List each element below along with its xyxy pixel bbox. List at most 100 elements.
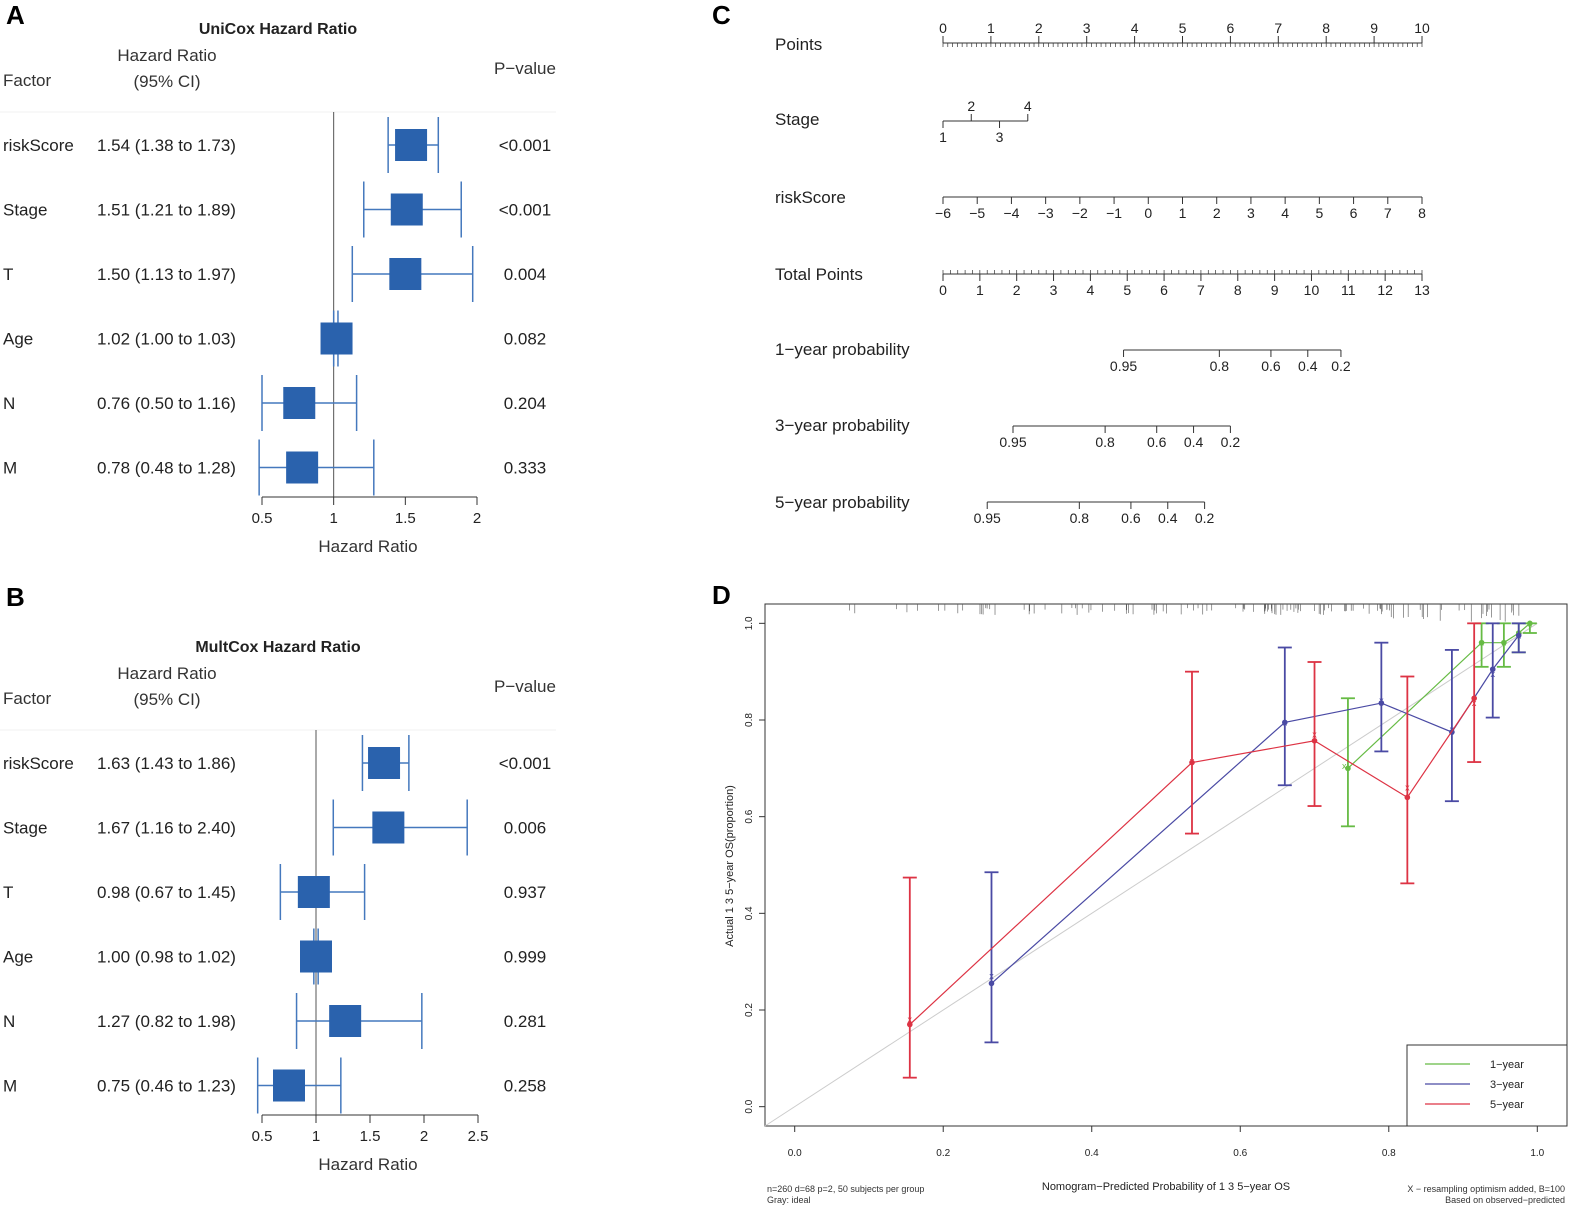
ideal-line (764, 622, 1538, 1127)
forest-plot-unicox: UniCox Hazard Ratio Hazard Ratio (95% CI… (0, 21, 556, 556)
legend-label-1-year: 1−year (1490, 1059, 1524, 1071)
column-header-factor: Factor (3, 71, 52, 90)
forest-row: N 0.76 (0.50 to 1.16) 0.204 (3, 375, 546, 431)
plot-frame (764, 603, 1568, 1127)
x-tick-label: 0.6 (1233, 1148, 1247, 1159)
nomogram-row-label: 1−year probability (775, 340, 910, 359)
x-axis-label: Nomogram−Predicted Probability of 1 3 5−… (1042, 1181, 1290, 1193)
corrected-point-x: x (1450, 725, 1455, 735)
p-value-label: 0.204 (504, 394, 547, 413)
p-value-label: 0.937 (504, 883, 547, 902)
tick-label: 0.2 (1195, 510, 1215, 526)
tick-label: 5 (1315, 205, 1323, 221)
note-gray-ideal: Gray: ideal (767, 1195, 811, 1205)
x-tick-label: 1.5 (360, 1128, 381, 1145)
tick-label: 0.4 (1158, 510, 1178, 526)
tick-label: 0.2 (1221, 434, 1241, 450)
tick-label: 6 (1350, 205, 1358, 221)
p-value-label: 0.082 (504, 330, 547, 349)
hr-point-box (286, 451, 319, 484)
corrected-point-x: x (1490, 669, 1495, 679)
observed-point (1489, 666, 1496, 673)
hr-point-box (389, 258, 422, 290)
hr-point-box (273, 1069, 305, 1102)
x-tick-label: 1 (312, 1128, 320, 1145)
hr-point-box (297, 876, 330, 908)
x-tick-label: 2 (420, 1128, 428, 1145)
tick-label: 0.95 (1110, 358, 1137, 374)
column-header-ci: (95% CI) (133, 690, 200, 709)
column-header-hr: Hazard Ratio (117, 664, 216, 683)
tick-label: 6 (1160, 282, 1168, 298)
x-tick-label: 0.4 (1085, 1148, 1099, 1159)
tick-label: 0.2 (1331, 358, 1351, 374)
tick-label: 2 (1035, 20, 1043, 36)
tick-label: 13 (1414, 282, 1430, 298)
corrected-point-x: x (1472, 698, 1477, 708)
tick-label: 7 (1197, 282, 1205, 298)
observed-point (1478, 639, 1485, 646)
hr-ci-label: 1.51 (1.21 to 1.89) (97, 201, 236, 220)
factor-label: Age (3, 330, 33, 349)
y-axis-label: Actual 1 3 5−year OS(proportion) (724, 785, 736, 947)
calibration-plot: xxxxxxxxxxxxxxxx 0.00.00.20.20.40.40.60.… (724, 603, 1568, 1205)
hr-point-box (395, 129, 428, 161)
tick-label: 8 (1234, 282, 1242, 298)
series-3-year: x x x x x x (984, 622, 1526, 1044)
factor-label: riskScore (3, 136, 74, 155)
tick-label: 0.4 (1298, 358, 1318, 374)
panel-letter-b: B (6, 582, 25, 612)
tick-label: 12 (1377, 282, 1393, 298)
panel-letter-a: A (6, 0, 25, 30)
series-5-year: x x x x x (902, 622, 1482, 1079)
x-tick-label: 0.5 (252, 510, 273, 527)
x-tick-label: 0.5 (252, 1128, 273, 1145)
tick-label: 10 (1304, 282, 1320, 298)
nomogram-row: riskScore −6 −5 −4 −3 −2 −1 0 1 2 3 4 5 6 7 8 (775, 188, 1426, 221)
tick-label: 8 (1418, 205, 1426, 221)
factor-label: M (3, 1077, 17, 1096)
tick-label: 0 (1144, 205, 1152, 221)
forest-row: M 0.75 (0.46 to 1.23) 0.258 (3, 1057, 546, 1114)
forest-row: Stage 1.67 (1.16 to 2.40) 0.006 (3, 799, 546, 856)
nomogram-row-label: 5−year probability (775, 493, 910, 512)
p-value-label: 0.281 (504, 1012, 547, 1031)
legend-box (1406, 1044, 1568, 1127)
rug-ticks (849, 604, 1520, 622)
hr-ci-label: 0.78 (0.48 to 1.28) (97, 459, 236, 478)
corrected-point-x: x (1312, 730, 1317, 740)
observed-point (1345, 765, 1351, 772)
corrected-point-x: x (1379, 696, 1384, 706)
corrected-point-x: x (1190, 756, 1195, 766)
corrected-point-x: x (1479, 638, 1484, 648)
corrected-point-x: x (908, 1015, 913, 1025)
forest-row: T 1.50 (1.13 to 1.97) 0.004 (3, 246, 546, 302)
tick-label: 3 (996, 129, 1004, 145)
forest-row: Age 1.02 (1.00 to 1.03) 0.082 (3, 310, 547, 367)
tick-label: 3 (1050, 282, 1058, 298)
nomogram-row-label: riskScore (775, 188, 846, 207)
hr-point-box (372, 811, 405, 844)
tick-label: −2 (1072, 205, 1088, 221)
tick-label: −1 (1106, 205, 1122, 221)
factor-label: N (3, 1012, 15, 1031)
tick-label: 10 (1414, 20, 1430, 36)
observed-point (1404, 794, 1411, 801)
column-header-pvalue: P−value (494, 677, 556, 696)
forest-row: Stage 1.51 (1.21 to 1.89) <0.001 (3, 181, 551, 238)
y-tick-label: 0.2 (744, 1003, 755, 1017)
tick-label: 0.6 (1147, 434, 1167, 450)
hr-point-box (300, 940, 332, 973)
tick-label: 0.95 (999, 434, 1026, 450)
y-tick-label: 0.6 (744, 809, 755, 823)
observed-point (1515, 632, 1522, 639)
p-value-label: 0.333 (504, 459, 547, 478)
observed-point (1501, 639, 1507, 646)
forest-row: Age 1.00 (0.98 to 1.02) 0.999 (3, 928, 546, 985)
x-tick-label: 0.2 (936, 1148, 950, 1159)
x-tick-label: 1 (329, 510, 337, 527)
tick-label: 9 (1271, 282, 1279, 298)
tick-label: 1 (939, 129, 947, 145)
nomogram-row: 1−year probability 0.95 0.8 0.6 0.4 0.2 (775, 340, 1351, 374)
